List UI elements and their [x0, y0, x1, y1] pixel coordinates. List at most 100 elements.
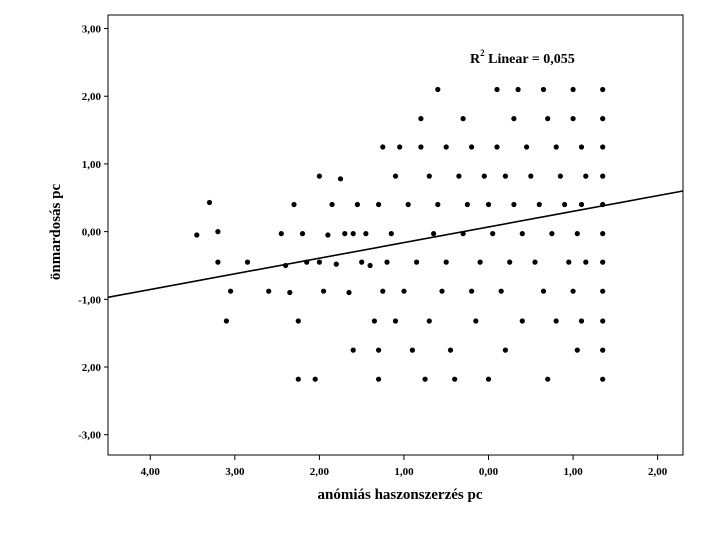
- scatter-point: [447, 347, 454, 353]
- scatter-point: [524, 144, 530, 150]
- y-tick-label: -1,00: [78, 294, 101, 306]
- scatter-point: [511, 116, 517, 122]
- scatter-point: [498, 288, 504, 294]
- scatter-point: [515, 86, 521, 93]
- scatter-point: [409, 347, 415, 353]
- scatter-point: [244, 259, 251, 265]
- r2-label: R2 Linear = 0,055: [470, 48, 575, 67]
- scatter-point: [278, 231, 284, 237]
- scatter-point: [418, 116, 424, 122]
- scatter-point: [426, 318, 432, 324]
- scatter-point: [553, 144, 559, 150]
- scatter-point: [316, 259, 322, 265]
- scatter-point: [494, 86, 500, 93]
- points-layer: [194, 86, 606, 382]
- scatter-point: [578, 201, 585, 208]
- scatter-point: [295, 376, 301, 382]
- scatter-point: [215, 259, 221, 265]
- y-tick-label: 2,00: [82, 91, 102, 103]
- scatter-point: [422, 376, 428, 382]
- scatter-point: [380, 288, 386, 294]
- scatter-point: [439, 288, 445, 294]
- scatter-point: [350, 231, 356, 237]
- y-tick-label: 2,00: [82, 362, 102, 374]
- scatter-point: [431, 231, 437, 237]
- scatter-point: [460, 116, 466, 122]
- scatter-point: [456, 173, 462, 179]
- scatter-point: [392, 318, 399, 324]
- scatter-point: [376, 201, 382, 208]
- scatter-point: [511, 201, 517, 208]
- scatter-point: [600, 116, 606, 122]
- scatter-point: [600, 318, 606, 324]
- scatter-point: [287, 289, 293, 296]
- scatter-point: [600, 259, 606, 265]
- scatter-point: [545, 376, 551, 382]
- scatter-point: [553, 318, 559, 324]
- scatter-point: [316, 173, 322, 179]
- scatter-point: [443, 259, 449, 265]
- scatter-point: [570, 86, 576, 93]
- scatter-point: [578, 144, 585, 150]
- scatter-point: [452, 376, 458, 382]
- scatter-point: [485, 201, 492, 208]
- scatter-point: [583, 259, 589, 265]
- scatter-point: [507, 259, 513, 265]
- scatter-point: [414, 259, 420, 265]
- scatter-point: [540, 86, 547, 93]
- scatter-point: [532, 259, 538, 265]
- linear-fit-line: [107, 190, 684, 299]
- scatter-point: [329, 201, 335, 208]
- scatter-point: [519, 318, 525, 324]
- scatter-point: [600, 144, 606, 150]
- scatter-point: [426, 173, 432, 179]
- x-tick-label: 1,00: [563, 466, 583, 478]
- scatter-point: [473, 318, 479, 324]
- scatter-point: [405, 201, 411, 208]
- scatter-point: [600, 376, 606, 382]
- x-tick-label: 2,00: [310, 466, 330, 478]
- scatter-point: [418, 144, 424, 150]
- scatter-point: [333, 261, 339, 267]
- x-tick-label: 1,00: [394, 466, 414, 478]
- scatter-point: [371, 318, 377, 324]
- scatter-point: [570, 116, 576, 122]
- scatter-point: [477, 259, 483, 265]
- scatter-point: [562, 201, 568, 208]
- scatter-point: [206, 199, 213, 206]
- scatter-point: [528, 173, 534, 179]
- scatter-point: [194, 232, 200, 238]
- x-axis-title: anómiás haszonszerzés pc: [318, 487, 483, 503]
- x-tick-label: 0,00: [479, 466, 499, 478]
- y-axis-title: önmardosás pc: [48, 184, 64, 281]
- x-tick-label: 3,00: [225, 466, 245, 478]
- scatter-point: [299, 231, 306, 237]
- y-tick-label: -3,00: [78, 430, 101, 442]
- scatter-point: [481, 173, 487, 179]
- scatter-point: [600, 86, 606, 93]
- scatter-point: [600, 347, 606, 353]
- scatter-point: [321, 288, 327, 294]
- scatter-point: [266, 288, 272, 294]
- scatter-point: [574, 347, 580, 353]
- scatter-point: [228, 288, 234, 294]
- scatter-point: [392, 173, 399, 179]
- scatter-point: [291, 201, 297, 208]
- scatter-point: [435, 201, 441, 208]
- scatter-point: [337, 176, 344, 182]
- fit-line-layer: [107, 190, 684, 299]
- scatter-point: [325, 232, 331, 238]
- scatter-point: [490, 231, 496, 237]
- scatter-point: [388, 231, 394, 237]
- plot-area-frame: [107, 14, 684, 456]
- scatter-point: [502, 347, 508, 353]
- scatter-point: [557, 173, 564, 179]
- scatter-point: [600, 288, 606, 294]
- scatter-point: [578, 318, 585, 324]
- scatter-point: [401, 288, 407, 294]
- ticks-layer: 3,00 2,00 1,00 0,00 -1,00 2,00 -3,00 4,00 3,00 2,…: [78, 24, 668, 478]
- scatter-point: [583, 173, 589, 179]
- scatter-point: [469, 288, 475, 294]
- scatter-point: [376, 347, 382, 353]
